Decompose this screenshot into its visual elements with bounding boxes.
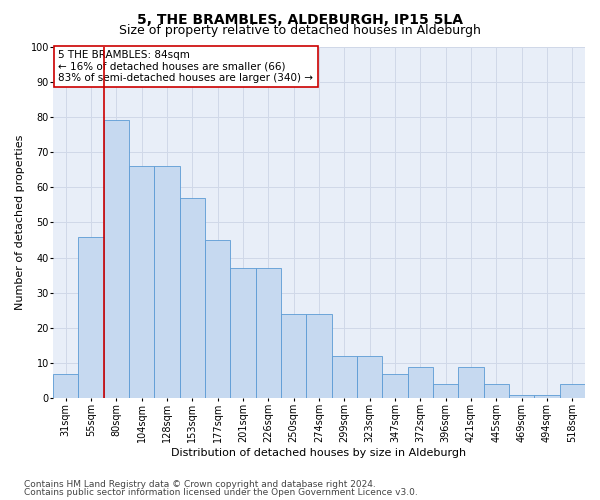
Bar xyxy=(256,268,281,398)
Text: Size of property relative to detached houses in Aldeburgh: Size of property relative to detached ho… xyxy=(119,24,481,37)
Bar xyxy=(154,166,180,398)
X-axis label: Distribution of detached houses by size in Aldeburgh: Distribution of detached houses by size … xyxy=(172,448,467,458)
Text: 5 THE BRAMBLES: 84sqm
← 16% of detached houses are smaller (66)
83% of semi-deta: 5 THE BRAMBLES: 84sqm ← 16% of detached … xyxy=(58,50,313,83)
Bar xyxy=(205,240,230,398)
Bar xyxy=(357,356,382,399)
Bar xyxy=(484,384,509,398)
Bar xyxy=(332,356,357,399)
Bar xyxy=(535,395,560,398)
Text: Contains public sector information licensed under the Open Government Licence v3: Contains public sector information licen… xyxy=(24,488,418,497)
Bar xyxy=(509,395,535,398)
Bar xyxy=(560,384,585,398)
Bar xyxy=(458,366,484,398)
Y-axis label: Number of detached properties: Number of detached properties xyxy=(15,135,25,310)
Bar xyxy=(433,384,458,398)
Text: Contains HM Land Registry data © Crown copyright and database right 2024.: Contains HM Land Registry data © Crown c… xyxy=(24,480,376,489)
Bar xyxy=(129,166,154,398)
Bar xyxy=(180,198,205,398)
Bar xyxy=(79,236,104,398)
Bar xyxy=(382,374,407,398)
Bar xyxy=(104,120,129,398)
Bar xyxy=(53,374,79,398)
Bar xyxy=(407,366,433,398)
Bar xyxy=(281,314,307,398)
Text: 5, THE BRAMBLES, ALDEBURGH, IP15 5LA: 5, THE BRAMBLES, ALDEBURGH, IP15 5LA xyxy=(137,12,463,26)
Bar xyxy=(230,268,256,398)
Bar xyxy=(307,314,332,398)
